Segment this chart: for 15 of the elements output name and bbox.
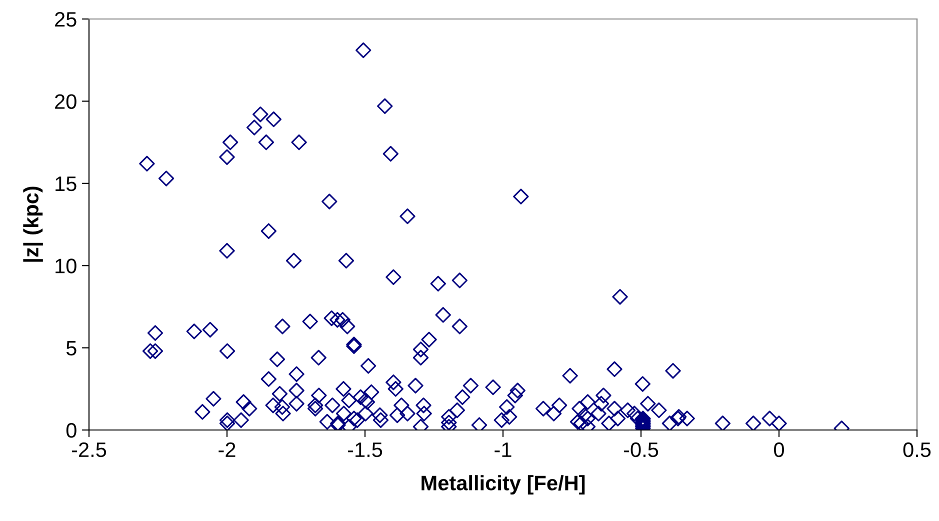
y-tick-label: 10 xyxy=(56,258,76,274)
x-tick-label: 0 xyxy=(774,442,784,458)
y-tick-label: 0 xyxy=(66,423,76,438)
y-axis-title: |z| (kpc) xyxy=(23,186,43,262)
x-tick-label: -2.5 xyxy=(72,442,106,458)
y-tick-label: 20 xyxy=(55,94,76,109)
y-tick-label: 5 xyxy=(66,341,76,356)
x-tick-label: -0.5 xyxy=(624,442,658,458)
x-axis-title: Metallicity [Fe/H] xyxy=(422,475,585,495)
x-tick-label: -2 xyxy=(218,442,236,457)
y-tick-label: 25 xyxy=(55,12,76,27)
y-tick-label: 15 xyxy=(56,176,76,192)
x-tick-label: -1 xyxy=(494,442,512,457)
x-tick-label: -1.5 xyxy=(348,442,382,458)
x-tick-label: 0.5 xyxy=(903,442,931,458)
